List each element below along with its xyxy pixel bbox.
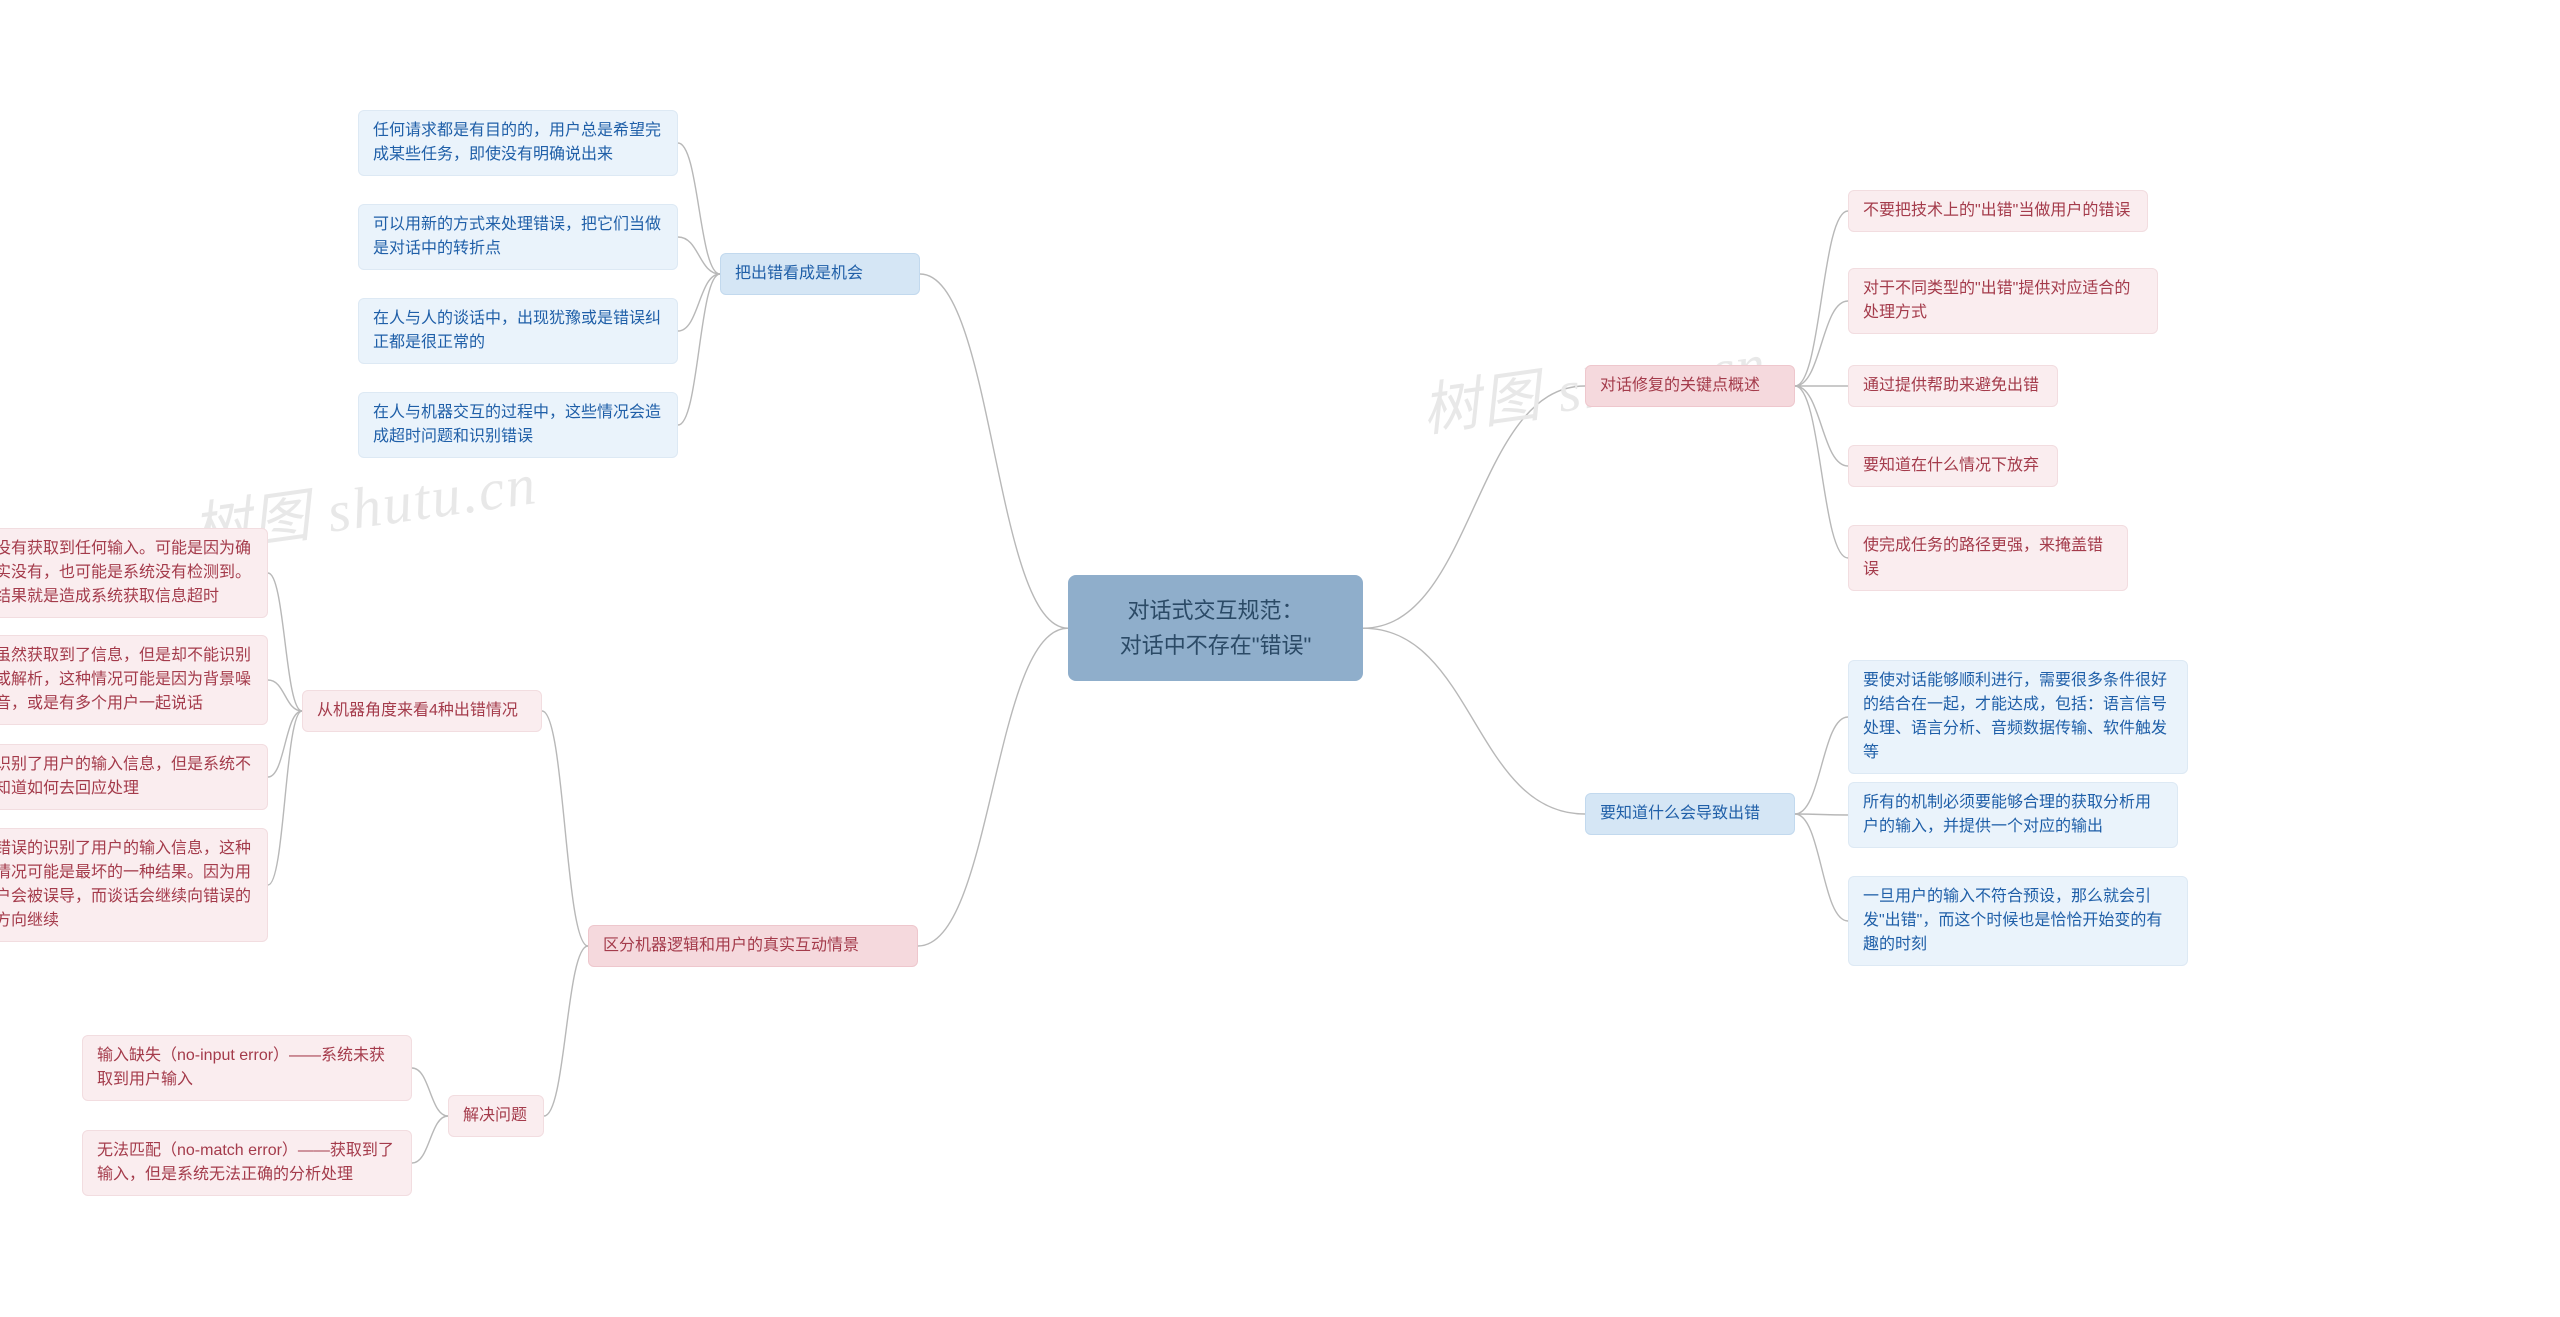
leaf-node: 输入缺失（no-input error）——系统未获取到用户输入 [82,1035,412,1101]
branch-node: 区分机器逻辑和用户的真实互动情景 [588,925,918,967]
root-node: 对话式交互规范： 对话中不存在"错误" [1068,575,1363,681]
leaf-node: 无法匹配（no-match error）——获取到了输入，但是系统无法正确的分析… [82,1130,412,1196]
branch-node: 要知道什么会导致出错 [1585,793,1795,835]
leaf-node: 在人与人的谈话中，出现犹豫或是错误纠正都是很正常的 [358,298,678,364]
leaf-node: 在人与机器交互的过程中，这些情况会造成超时问题和识别错误 [358,392,678,458]
leaf-node: 可以用新的方式来处理错误，把它们当做是对话中的转折点 [358,204,678,270]
branch-node: 对话修复的关键点概述 [1585,365,1795,407]
leaf-node: 没有获取到任何输入。可能是因为确实没有，也可能是系统没有检测到。结果就是造成系统… [0,528,268,618]
mid-node: 解决问题 [448,1095,544,1137]
leaf-node: 一旦用户的输入不符合预设，那么就会引发"出错"，而这个时候也是恰恰开始变的有趣的… [1848,876,2188,966]
leaf-node: 要使对话能够顺利进行，需要很多条件很好的结合在一起，才能达成，包括：语言信号处理… [1848,660,2188,774]
leaf-node: 识别了用户的输入信息，但是系统不知道如何去回应处理 [0,744,268,810]
leaf-node: 要知道在什么情况下放弃 [1848,445,2058,487]
leaf-node: 对于不同类型的"出错"提供对应适合的处理方式 [1848,268,2158,334]
leaf-node: 任何请求都是有目的的，用户总是希望完成某些任务，即使没有明确说出来 [358,110,678,176]
root-line2: 对话中不存在"错误" [1120,633,1312,658]
leaf-node: 使完成任务的路径更强，来掩盖错误 [1848,525,2128,591]
leaf-node: 所有的机制必须要能够合理的获取分析用户的输入，并提供一个对应的输出 [1848,782,2178,848]
leaf-node: 通过提供帮助来避免出错 [1848,365,2058,407]
leaf-node: 虽然获取到了信息，但是却不能识别或解析，这种情况可能是因为背景噪音，或是有多个用… [0,635,268,725]
leaf-node: 不要把技术上的"出错"当做用户的错误 [1848,190,2148,232]
root-line1: 对话式交互规范： [1127,598,1303,623]
leaf-node: 错误的识别了用户的输入信息，这种情况可能是最坏的一种结果。因为用户会被误导，而谈… [0,828,268,942]
mid-node: 从机器角度来看4种出错情况 [302,690,542,732]
branch-node: 把出错看成是机会 [720,253,920,295]
